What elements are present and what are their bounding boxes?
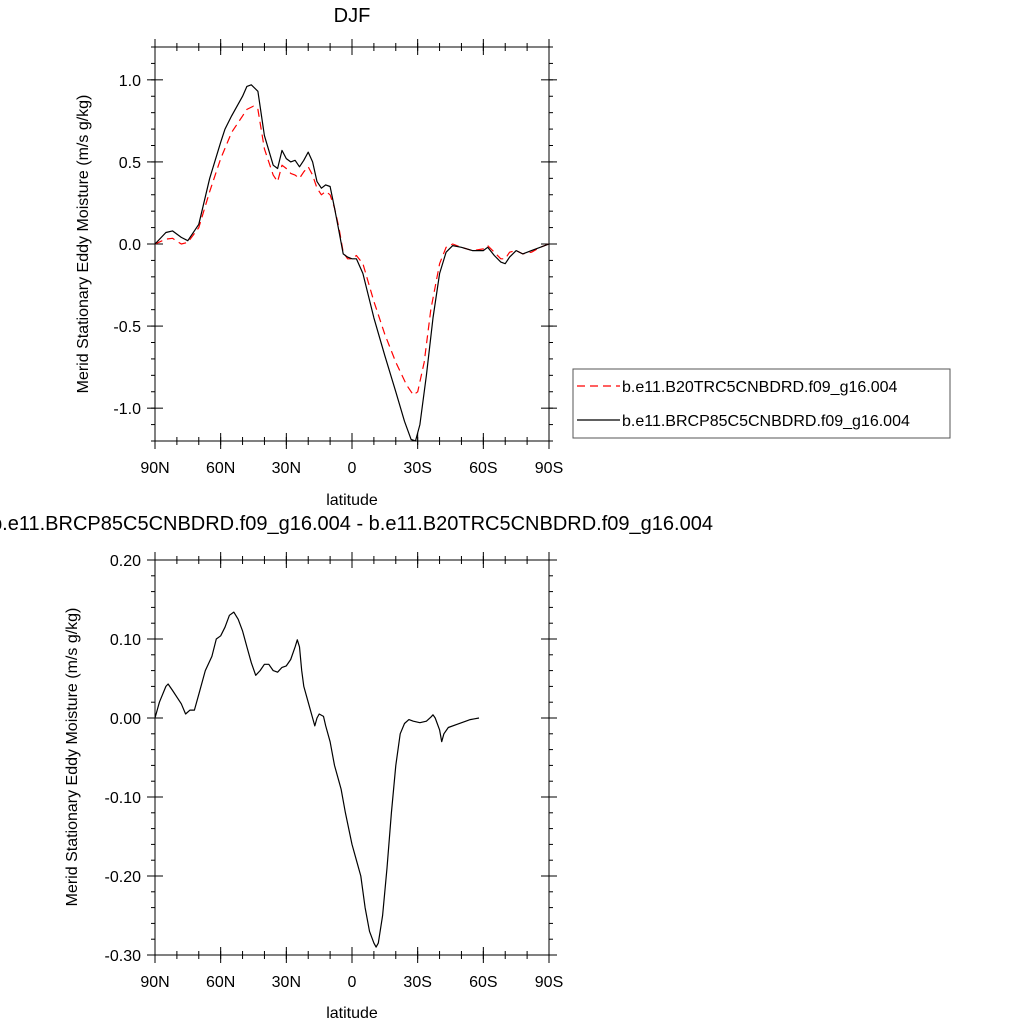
bottom-plot-area (154, 611, 480, 948)
top-x-axis-title: latitude (326, 492, 378, 509)
top-y-tick-label: 1.0 (119, 73, 141, 90)
top-y-tick-label: -0.5 (113, 319, 141, 336)
bottom-y-tick-label: 0.00 (110, 711, 141, 728)
top-x-tick-label: 30N (272, 460, 301, 477)
legend: b.e11.B20TRC5CNBDRD.f09_g16.004 b.e11.BR… (572, 368, 951, 439)
bottom-y-tick-label: -0.20 (105, 869, 142, 886)
bottom-plot-frame (154, 559, 550, 956)
bottom-panel: b.e11.BRCP85C5CNBDRD.f09_g16.004 - b.e11… (0, 513, 713, 1022)
bottom-series-line-0 (154, 611, 480, 948)
top-x-tick-label: 30S (403, 460, 431, 477)
top-plot-area (154, 84, 550, 442)
bottom-y-tick-label: -0.10 (105, 790, 142, 807)
top-x-tick-label: 90S (535, 460, 563, 477)
bottom-y-tick-label: 0.20 (110, 553, 141, 570)
bottom-axis-ticks: 90N 60N 30N 0 30S 60S 90S 0.20 0.10 0.00 -0.10 -0.2… (105, 552, 563, 991)
bottom-x-tick-label: 30N (272, 974, 301, 991)
top-y-tick-label: 0.5 (119, 155, 141, 172)
top-y-axis-title: Merid Stationary Eddy Moisture (m/s g/kg… (75, 95, 92, 394)
bottom-x-tick-label: 90N (140, 974, 169, 991)
bottom-x-axis-title: latitude (326, 1005, 378, 1022)
top-series-line-1 (154, 84, 550, 442)
bottom-y-tick-label: 0.10 (110, 632, 141, 649)
bottom-y-axis-title: Merid Stationary Eddy Moisture (m/s g/kg… (64, 608, 81, 907)
top-axis-ticks: 90N 60N 30N 0 30S 60S 90S 1.0 0.5 0.0 -0.5 -1.0 (113, 39, 563, 477)
bottom-x-tick-label: 60S (469, 974, 497, 991)
legend-box (572, 368, 951, 439)
top-x-tick-label: 0 (348, 460, 357, 477)
top-x-tick-label: 90N (140, 460, 169, 477)
legend-label-b20trc: b.e11.B20TRC5CNBDRD.f09_g16.004 (622, 379, 898, 396)
top-plot-frame (154, 46, 550, 442)
bottom-plot-title: b.e11.BRCP85C5CNBDRD.f09_g16.004 - b.e11… (0, 513, 713, 535)
bottom-x-tick-label: 60N (206, 974, 235, 991)
bottom-x-tick-label: 0 (348, 974, 357, 991)
bottom-x-tick-label: 30S (403, 974, 431, 991)
top-panel: DJF 90N 60N 30N 0 30S 60S 90S 1.0 0.5 0.0 -0.5 -1.0… (75, 5, 563, 509)
top-y-tick-label: 0.0 (119, 237, 141, 254)
top-y-tick-label: -1.0 (113, 401, 141, 418)
top-x-tick-label: 60S (469, 460, 497, 477)
top-plot-title: DJF (334, 5, 371, 27)
bottom-y-tick-label: -0.30 (105, 948, 142, 965)
bottom-x-tick-label: 90S (535, 974, 563, 991)
top-x-tick-label: 60N (206, 460, 235, 477)
legend-label-brcp85: b.e11.BRCP85C5CNBDRD.f09_g16.004 (622, 413, 910, 430)
